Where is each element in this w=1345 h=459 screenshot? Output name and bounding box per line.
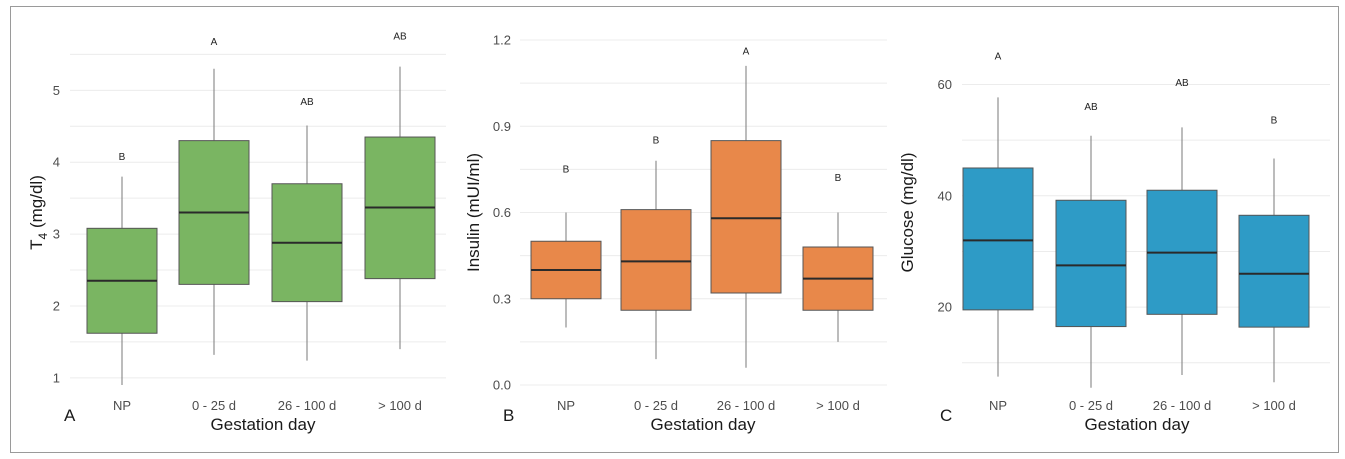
y-axis-label-main: T: [27, 239, 46, 249]
box-3: AB: [271, 97, 343, 361]
y-tick-label: 0.6: [493, 205, 511, 220]
significance-letter: A: [743, 47, 750, 58]
y-tick-label: 3: [53, 227, 60, 242]
x-tick-label: 26 - 100 d: [717, 398, 776, 413]
x-tick-label: > 100 d: [1252, 398, 1296, 413]
panel-C: 20 40 60 Glucose (mg/dl) A AB AB B NP 0 - 25 d 26 …: [898, 52, 1330, 434]
significance-letter: AB: [1084, 102, 1098, 113]
box-iqr: [710, 140, 782, 294]
y-axis-label: Glucose (mg/dl): [898, 153, 917, 273]
significance-letter: AB: [1175, 78, 1189, 89]
box-iqr: [1238, 214, 1310, 328]
x-tick-label: > 100 d: [816, 398, 860, 413]
y-tick-label: 5: [53, 83, 60, 98]
panel-label: B: [503, 406, 514, 425]
x-tick-label: 0 - 25 d: [192, 398, 236, 413]
significance-letter: A: [995, 52, 1002, 63]
panel-label: C: [940, 406, 952, 425]
y-axis-label-subscript: 4: [36, 232, 50, 239]
box-1: B: [530, 164, 602, 328]
box-2: A: [178, 37, 250, 355]
y-axis-label-unit: (mg/dl): [27, 175, 46, 233]
x-tick-label: > 100 d: [378, 398, 422, 413]
significance-letter: B: [563, 164, 570, 175]
y-tick-label: 0.0: [493, 378, 511, 393]
x-tick-label: 26 - 100 d: [278, 398, 337, 413]
box-3: A: [710, 47, 782, 368]
y-tick-label: 2: [53, 298, 60, 313]
significance-letter: B: [835, 173, 842, 184]
box-4: AB: [364, 31, 436, 350]
x-tick-label: 0 - 25 d: [1069, 398, 1113, 413]
significance-letter: B: [653, 136, 660, 147]
significance-letter: A: [211, 37, 218, 48]
x-axis-label: Gestation day: [1085, 415, 1190, 434]
figure-border: [10, 6, 1339, 453]
box-1: B: [86, 152, 158, 385]
significance-letter: AB: [393, 31, 407, 42]
box-4: B: [802, 173, 874, 342]
box-2: AB: [1055, 102, 1127, 388]
y-tick-label: 20: [938, 300, 952, 315]
box-3: AB: [1146, 78, 1218, 375]
box-2: B: [620, 136, 692, 360]
significance-letter: AB: [300, 97, 314, 108]
x-tick-label: 0 - 25 d: [634, 398, 678, 413]
y-axis-label-main: Glucose (mg/dl): [898, 153, 917, 273]
box-iqr: [1055, 199, 1127, 328]
y-tick-label: 1: [53, 370, 60, 385]
y-axis-label: Insulin (mUI/ml): [464, 153, 483, 272]
y-tick-label: 0.3: [493, 291, 511, 306]
x-tick-label: NP: [557, 398, 575, 413]
y-tick-label: 4: [53, 155, 60, 170]
box-iqr: [620, 209, 692, 311]
significance-letter: B: [119, 152, 126, 163]
y-axis-label-main: Insulin (mUI/ml): [464, 153, 483, 272]
box-iqr: [962, 167, 1034, 311]
y-tick-label: 60: [938, 77, 952, 92]
x-tick-label: NP: [989, 398, 1007, 413]
y-axis-label: T4 (mg/dl): [27, 175, 50, 250]
x-axis-label: Gestation day: [651, 415, 756, 434]
box-1: A: [962, 52, 1034, 377]
x-tick-label: NP: [113, 398, 131, 413]
panel-B: 0.0 0.3 0.6 0.9 1.2 Insulin (mUI/ml) B B A B NP 0 -…: [464, 33, 887, 434]
x-tick-label: 26 - 100 d: [1153, 398, 1212, 413]
y-tick-label: 0.9: [493, 119, 511, 134]
y-tick-label: 1.2: [493, 33, 511, 48]
box-4: B: [1238, 116, 1310, 383]
panel-label: A: [64, 406, 76, 425]
significance-letter: B: [1271, 116, 1278, 127]
x-axis-label: Gestation day: [211, 415, 316, 434]
y-tick-label: 40: [938, 188, 952, 203]
